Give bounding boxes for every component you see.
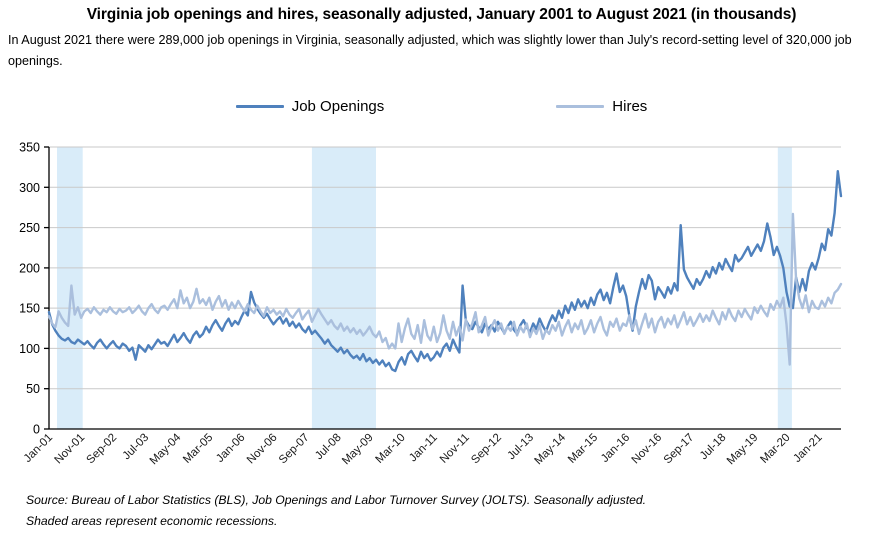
x-axis-label: Jul-18 xyxy=(698,432,729,463)
y-axis-label: 200 xyxy=(19,261,40,275)
source-line: Source: Bureau of Labor Statistics (BLS)… xyxy=(26,493,647,507)
hires-line xyxy=(47,212,843,366)
x-axis-label: Jan-06 xyxy=(214,432,247,465)
x-axis-label: Mar-10 xyxy=(374,432,408,466)
y-axis-label: 0 xyxy=(33,423,40,437)
legend-label-hires: Hires xyxy=(612,98,648,115)
x-axis-label: Jan-11 xyxy=(407,432,440,465)
recession-band xyxy=(57,147,83,429)
source-note: Source: Bureau of Labor Statistics (BLS)… xyxy=(26,490,866,532)
x-axis-label: Sep-12 xyxy=(469,432,504,467)
page-title: Virginia job openings and hires, seasona… xyxy=(86,6,797,23)
recession-note-line: Shaded areas represent economic recessio… xyxy=(26,514,278,528)
legend-label-job-openings: Job Openings xyxy=(291,98,385,115)
recession-band xyxy=(311,147,376,429)
x-axis-label: Jan-21 xyxy=(791,432,824,465)
x-axis-label: Jul-08 xyxy=(313,432,344,463)
x-axis-label: May-14 xyxy=(533,431,569,467)
legend-item-job-openings: Job Openings xyxy=(235,98,385,115)
x-axis-label: Sep-17 xyxy=(662,432,697,467)
x-axis-label: May-04 xyxy=(148,431,184,467)
x-axis-label: Jan-16 xyxy=(599,432,632,465)
hires-swatch-icon xyxy=(556,105,605,108)
y-axis-label: 300 xyxy=(19,181,40,195)
y-axis-label: 250 xyxy=(19,221,40,235)
y-axis-label: 350 xyxy=(19,141,40,155)
x-axis-label: Nov-06 xyxy=(245,432,280,467)
x-axis-label: Sep-07 xyxy=(277,432,312,467)
x-axis-label: Mar-15 xyxy=(566,432,600,466)
x-axis-label: May-09 xyxy=(340,432,376,468)
chart-legend: Job Openings Hires xyxy=(0,98,883,115)
x-axis-label: Mar-20 xyxy=(758,432,792,466)
x-axis-label: Sep-02 xyxy=(85,432,120,467)
chart-subtitle: In August 2021 there were 289,000 job op… xyxy=(8,33,852,68)
y-axis-label: 50 xyxy=(26,382,40,396)
y-axis-label: 100 xyxy=(19,342,40,356)
x-axis-label: Nov-01 xyxy=(53,432,88,467)
x-axis-label: Jul-03 xyxy=(121,432,152,463)
y-axis-label: 150 xyxy=(19,302,40,316)
job-openings-line xyxy=(47,169,843,373)
x-axis-label: Mar-05 xyxy=(181,432,215,466)
x-axis-label: Nov-16 xyxy=(630,432,665,467)
legend-item-hires: Hires xyxy=(556,98,647,115)
x-axis-label: Jan-01 xyxy=(22,432,55,465)
x-axis-label: May-19 xyxy=(725,432,761,468)
job-openings-swatch-icon xyxy=(235,105,284,108)
x-axis-label: Jul-13 xyxy=(505,432,536,463)
x-axis-label: Nov-11 xyxy=(438,432,472,466)
